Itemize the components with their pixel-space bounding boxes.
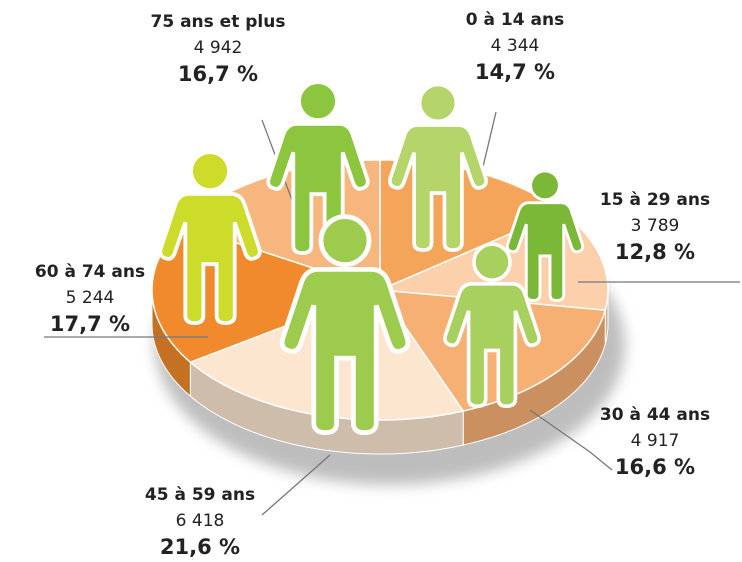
count-label: 5 244 (66, 288, 115, 308)
count-label: 4 917 (631, 431, 680, 451)
percent-label: 16,7 % (178, 62, 258, 86)
percent-label: 16,6 % (615, 455, 695, 479)
category-label: 45 à 59 ans (145, 485, 255, 505)
percent-label: 17,7 % (50, 312, 130, 336)
category-label: 75 ans et plus (151, 12, 286, 32)
category-label: 60 à 74 ans (35, 262, 145, 282)
count-label: 4 942 (194, 38, 243, 58)
count-label: 3 789 (631, 216, 680, 236)
count-label: 4 344 (491, 36, 540, 56)
count-label: 6 418 (176, 511, 225, 531)
category-label: 0 à 14 ans (466, 10, 564, 30)
percent-label: 12,8 % (615, 240, 695, 264)
category-label: 30 à 44 ans (600, 405, 710, 425)
percent-label: 21,6 % (160, 535, 240, 559)
chart: 0 à 14 ans 4 344 14,7 % 15 à 29 ans 3 789 12,… (0, 0, 742, 562)
category-label: 15 à 29 ans (600, 190, 710, 210)
percent-label: 14,7 % (475, 60, 555, 84)
